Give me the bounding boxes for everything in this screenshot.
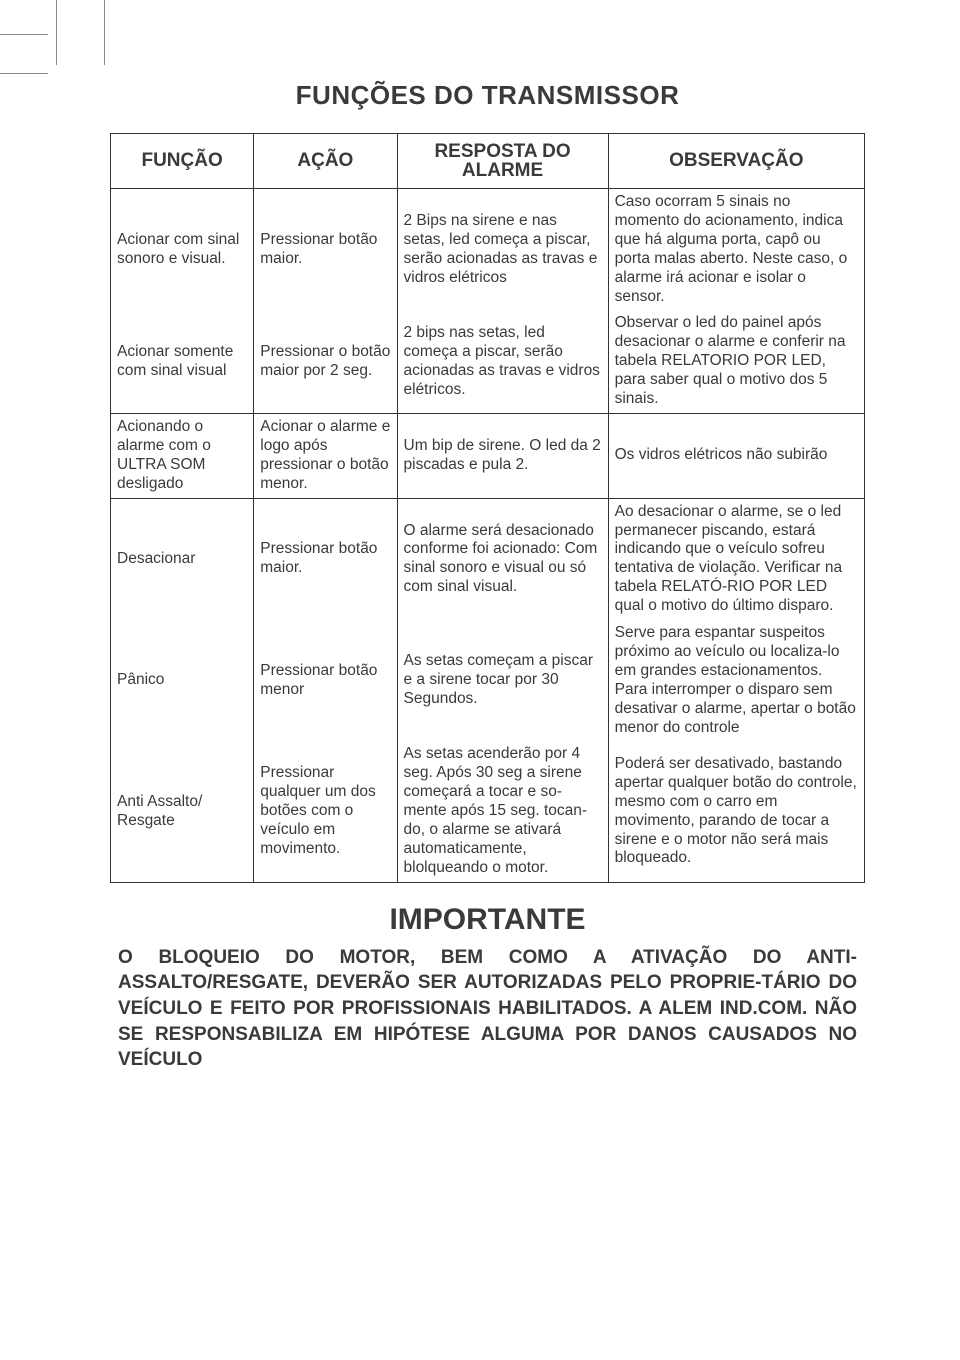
table-row: Acionando o alarme com o ULTRA SOM desli…: [111, 413, 865, 498]
table-row: Acionar somente com sinal visual Pressio…: [111, 310, 865, 413]
col-header-acao: AÇÃO: [254, 134, 397, 189]
cell-observacao: Observar o led do painel após desacionar…: [608, 310, 864, 413]
cell-acao: Pressionar qualquer um dos botões com o …: [254, 741, 397, 882]
col-header-resposta: RESPOSTA DOALARME: [397, 134, 608, 189]
cell-resposta: 2 Bips na sirene e nas setas, led começa…: [397, 189, 608, 311]
page-content: FUNÇÕES DO TRANSMISSOR FUNÇÃO AÇÃO RESPO…: [0, 0, 960, 1113]
cell-acao: Pressionar botão maior.: [254, 498, 397, 620]
cell-acao: Acionar o alarme e logo após pressionar …: [254, 413, 397, 498]
cell-observacao: Caso ocorram 5 sinais no momento do acio…: [608, 189, 864, 311]
cell-observacao: Serve para espantar suspeitos próximo ao…: [608, 620, 864, 741]
table-row: Desacionar Pressionar botão maior. O ala…: [111, 498, 865, 620]
cell-funcao: Desacionar: [111, 498, 254, 620]
table-row: Anti Assalto/ Resgate Pressionar qualque…: [111, 741, 865, 882]
cell-observacao: Os vidros elétricos não subirão: [608, 413, 864, 498]
cell-acao: Pressionar botão maior.: [254, 189, 397, 311]
cell-resposta: 2 bips nas setas, led começa a piscar, s…: [397, 310, 608, 413]
col-header-funcao: FUNÇÃO: [111, 134, 254, 189]
cell-funcao: Acionar com sinal sonoro e visual.: [111, 189, 254, 311]
functions-table: FUNÇÃO AÇÃO RESPOSTA DOALARME OBSERVAÇÃO…: [110, 133, 865, 883]
cell-funcao: Acionando o alarme com o ULTRA SOM desli…: [111, 413, 254, 498]
table-row: Acionar com sinal sonoro e visual. Press…: [111, 189, 865, 311]
cell-resposta: As setas acenderão por 4 seg. Após 30 se…: [397, 741, 608, 882]
table-header-row: FUNÇÃO AÇÃO RESPOSTA DOALARME OBSERVAÇÃO: [111, 134, 865, 189]
page-title: FUNÇÕES DO TRANSMISSOR: [110, 80, 865, 111]
col-header-observacao: OBSERVAÇÃO: [608, 134, 864, 189]
cell-funcao: Pânico: [111, 620, 254, 741]
cell-acao: Pressionar botão menor: [254, 620, 397, 741]
table-row: Pânico Pressionar botão menor As setas c…: [111, 620, 865, 741]
important-heading: IMPORTANTE: [110, 903, 865, 937]
cell-observacao: Ao desacionar o alarme, se o led permane…: [608, 498, 864, 620]
cell-resposta: As setas começam a piscar e a sirene toc…: [397, 620, 608, 741]
important-body: O BLOQUEIO DO MOTOR, BEM COMO A ATIVAÇÃO…: [110, 945, 865, 1073]
cell-resposta: Um bip de sirene. O led da 2 piscadas e …: [397, 413, 608, 498]
cell-resposta: O alarme será desacionado conforme foi a…: [397, 498, 608, 620]
cell-observacao: Poderá ser desativado, bastando apertar …: [608, 741, 864, 882]
cell-funcao: Anti Assalto/ Resgate: [111, 741, 254, 882]
cell-acao: Pressionar o botão maior por 2 seg.: [254, 310, 397, 413]
cell-funcao: Acionar somente com sinal visual: [111, 310, 254, 413]
